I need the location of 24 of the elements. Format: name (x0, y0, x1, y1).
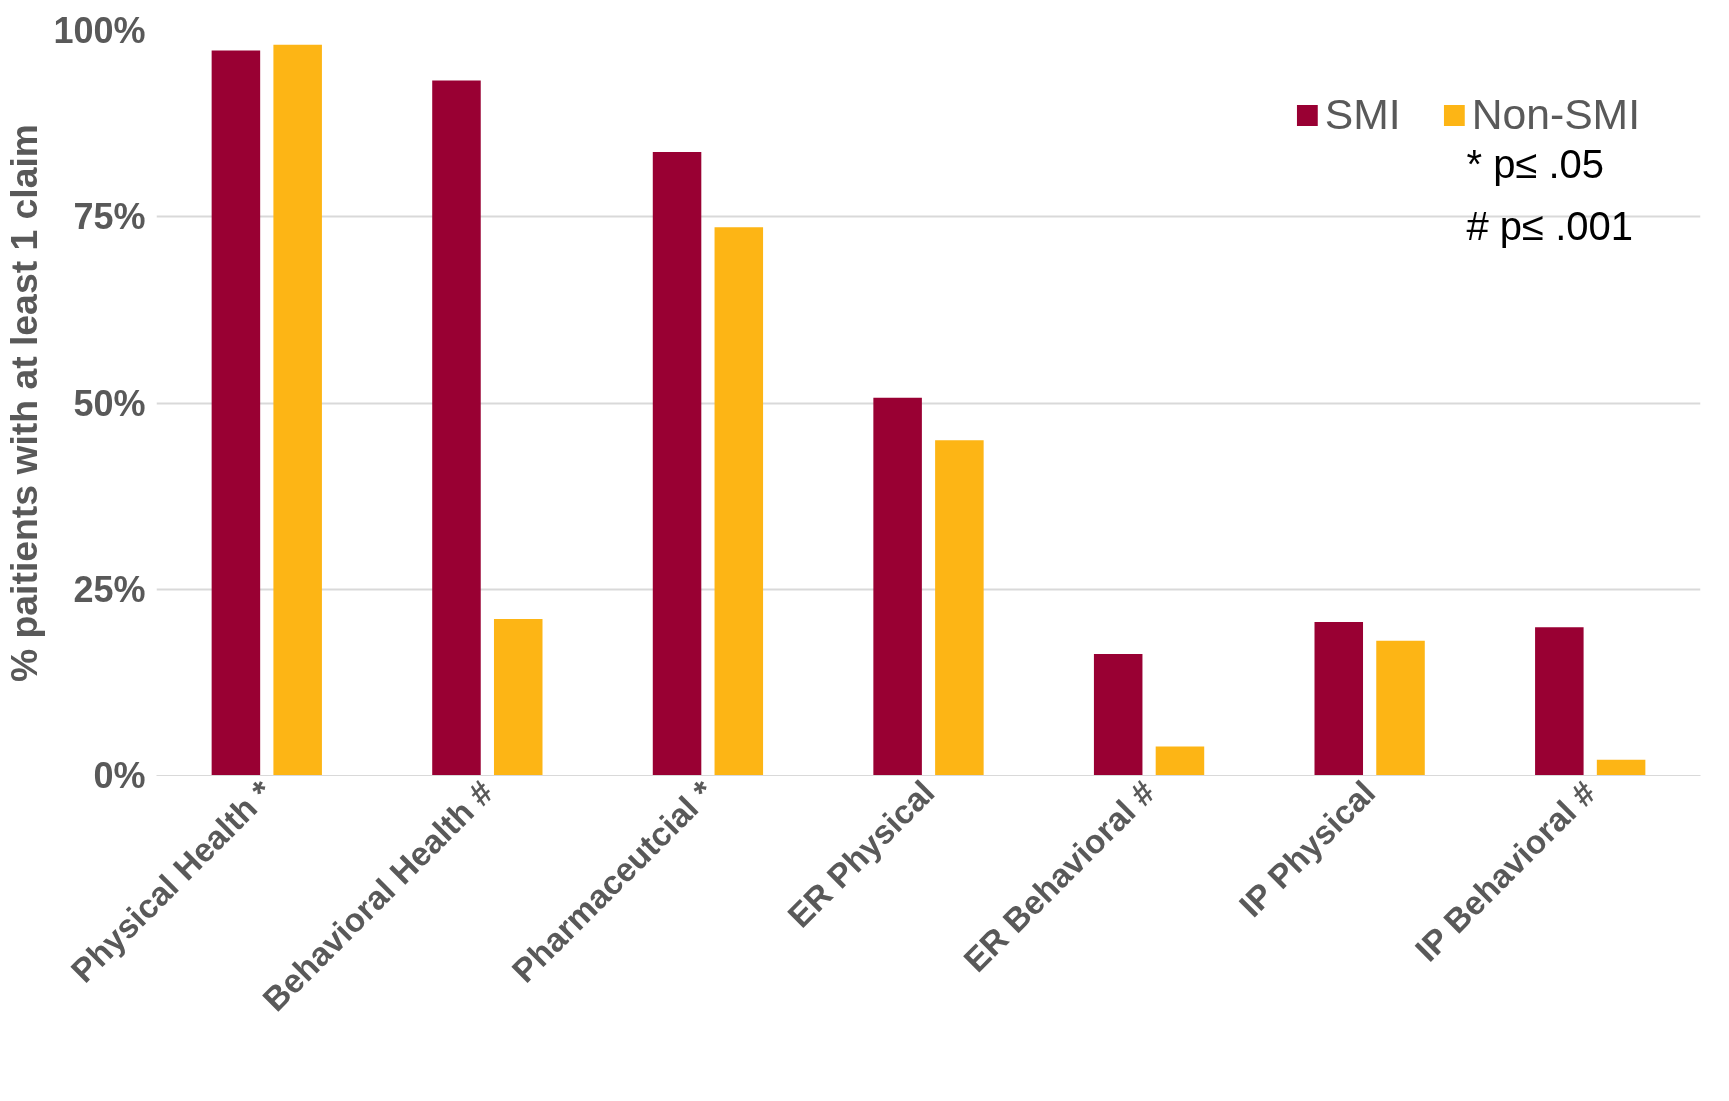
y-axis-title: % paitients with at least 1 claim (3, 123, 46, 683)
bar (493, 619, 543, 776)
bar (873, 397, 922, 776)
y-tick-label: 75% (73, 196, 146, 238)
bar (1314, 622, 1364, 776)
bar (211, 50, 261, 776)
legend-label: SMI (1324, 90, 1401, 139)
annotation: * p≤ .05 (1466, 141, 1605, 186)
legend-label: Non-SMI (1471, 90, 1640, 139)
bar (1093, 654, 1143, 776)
annotation: # p≤ .001 (1466, 203, 1634, 248)
bar (1535, 627, 1584, 776)
bar (935, 440, 984, 776)
bar (273, 44, 322, 776)
bar (1155, 746, 1205, 776)
y-tick-label: 100% (53, 10, 146, 51)
bar (652, 151, 702, 776)
bar (432, 80, 481, 776)
y-tick-label: 50% (73, 382, 146, 424)
bar (714, 227, 764, 776)
y-tick-label: 25% (73, 568, 146, 610)
bar (1596, 759, 1646, 776)
bar (1376, 640, 1425, 776)
y-tick-label: 0% (93, 755, 146, 796)
